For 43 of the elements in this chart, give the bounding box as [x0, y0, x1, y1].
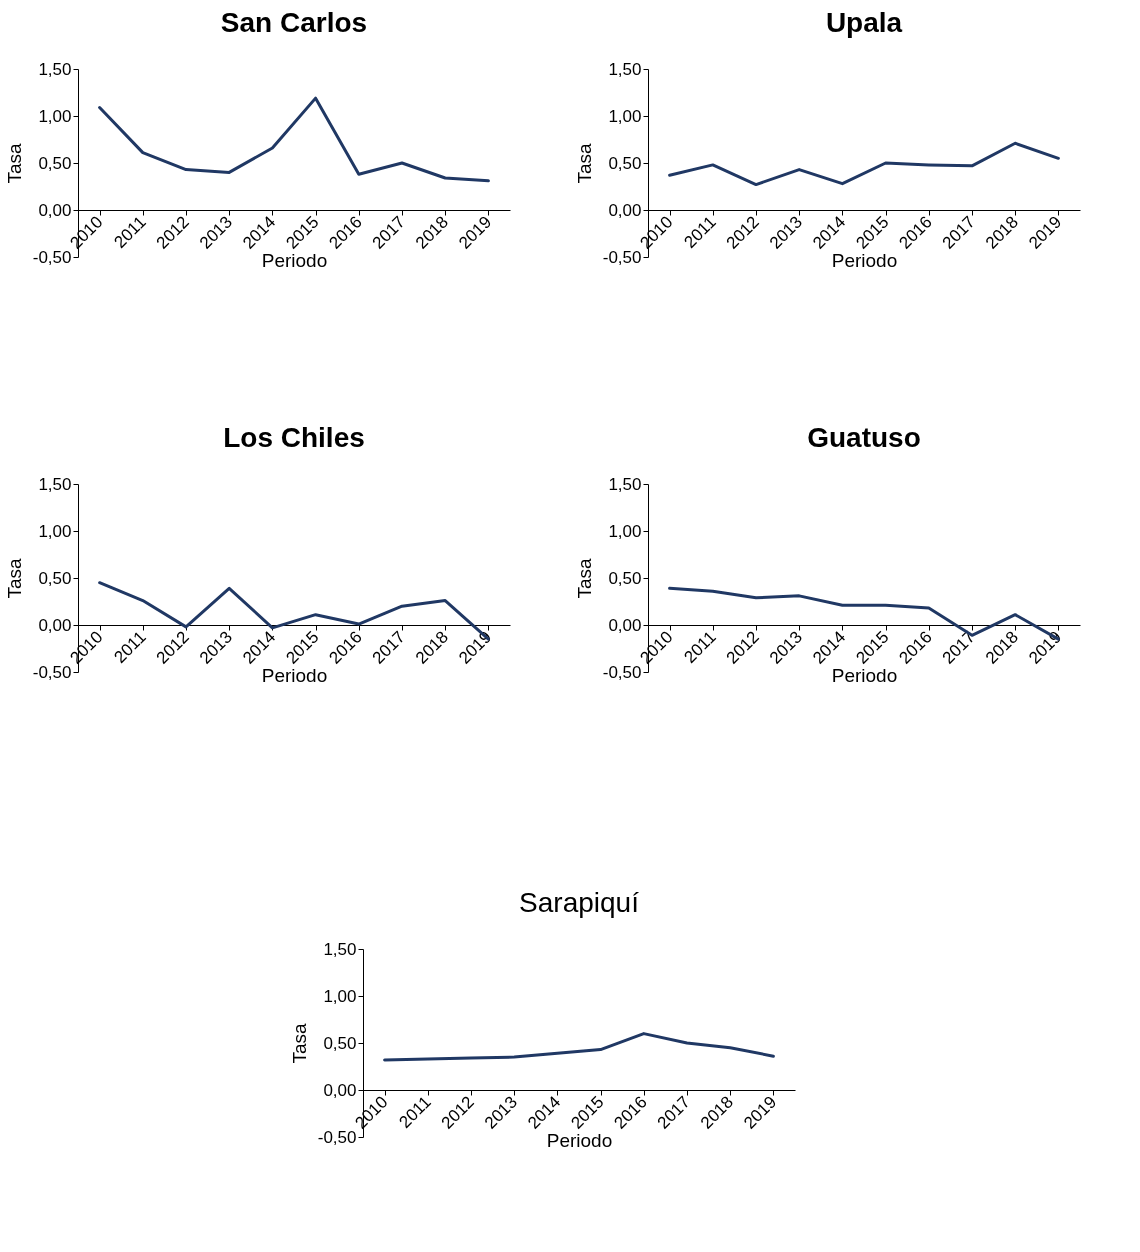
y-tick-label: 0,00 [608, 615, 642, 635]
chart-title: Sarapiquí [519, 887, 640, 918]
y-tick-label: 1,50 [38, 59, 72, 79]
line-series [668, 141, 1060, 187]
y-axis-title: Tasa [573, 143, 595, 184]
chart-title: Guatuso [807, 422, 921, 453]
y-tick-label: 1,00 [323, 986, 357, 1006]
y-tick-label: 0,50 [323, 1033, 357, 1053]
y-tick-label: 1,00 [38, 106, 72, 126]
y-tick-label: 0,50 [38, 153, 72, 173]
x-axis-title: Periodo [261, 249, 328, 271]
y-tick-label: 0,50 [38, 568, 72, 588]
line-series [383, 1032, 775, 1062]
y-tick-label: 1,50 [38, 474, 72, 494]
y-tick-label: 1,00 [38, 521, 72, 541]
y-tick-label: 0,00 [323, 1080, 357, 1100]
chart-title: Los Chiles [223, 422, 365, 453]
y-tick-label: 1,50 [608, 474, 642, 494]
y-tick-label: -0,50 [32, 662, 72, 682]
y-tick-label: 0,00 [38, 615, 72, 635]
y-tick-label: 1,00 [608, 521, 642, 541]
y-axis-title: Tasa [3, 558, 25, 599]
y-tick-label: 0,00 [608, 200, 642, 220]
y-tick-label: 1,50 [608, 59, 642, 79]
y-tick-label: 1,50 [323, 939, 357, 959]
x-axis-title: Periodo [831, 249, 898, 271]
y-tick-label: -0,50 [602, 662, 642, 682]
y-tick-label: -0,50 [602, 247, 642, 267]
y-tick-label: 0,50 [608, 153, 642, 173]
y-axis-title: Tasa [3, 143, 25, 184]
y-tick-label: -0,50 [317, 1127, 357, 1147]
y-tick-label: -0,50 [32, 247, 72, 267]
x-axis-title: Periodo [831, 664, 898, 686]
y-tick-label: 1,00 [608, 106, 642, 126]
chart-title: San Carlos [220, 7, 368, 38]
chart-title: Upala [825, 7, 903, 38]
y-tick-label: 0,00 [38, 200, 72, 220]
x-axis-title: Periodo [546, 1129, 613, 1151]
x-axis-title: Periodo [261, 664, 328, 686]
y-axis-title: Tasa [573, 558, 595, 599]
line-series [98, 96, 490, 183]
y-tick-label: 0,50 [608, 568, 642, 588]
y-axis-title: Tasa [288, 1023, 310, 1064]
